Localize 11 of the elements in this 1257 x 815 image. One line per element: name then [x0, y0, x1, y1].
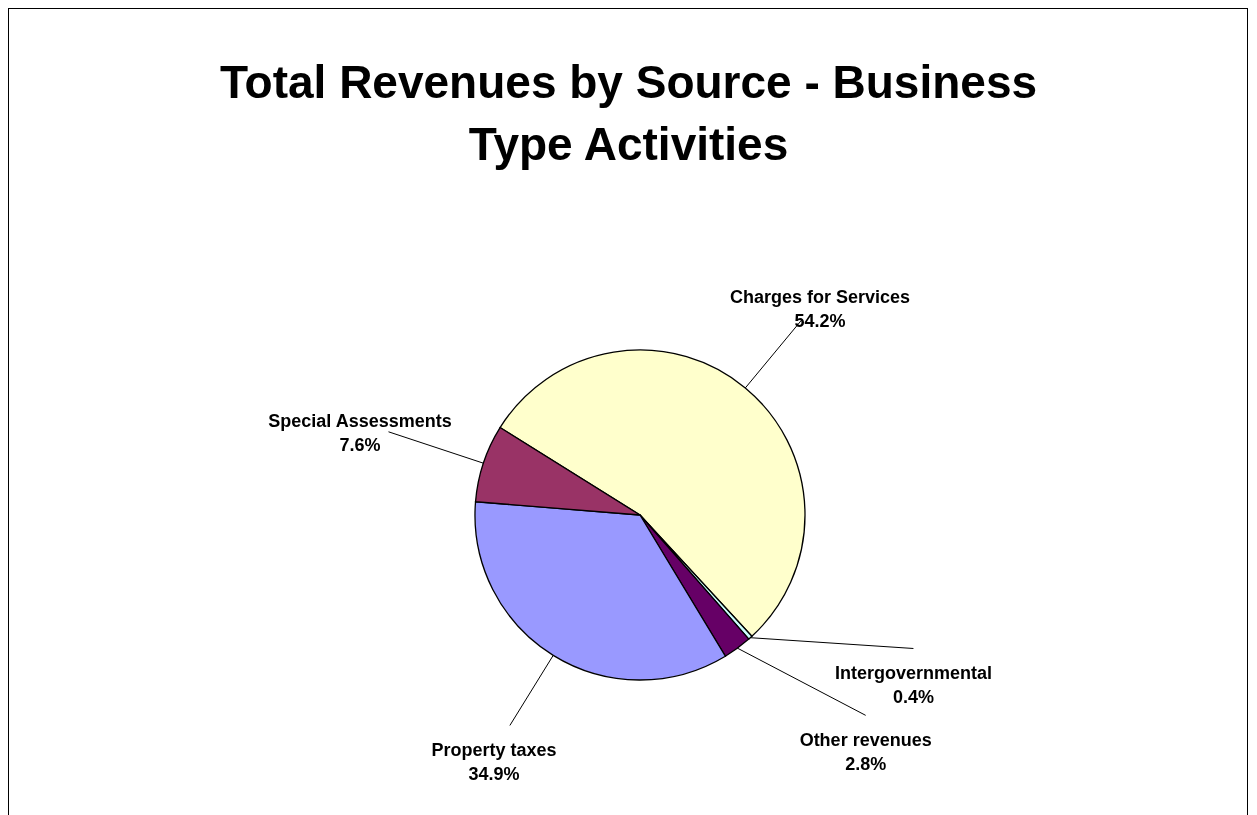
data-label: 0.4%: [892, 687, 934, 708]
data-label: 54.2%: [794, 310, 846, 331]
slice-label: Intergovernmental: [834, 663, 992, 684]
slice-label: Charges for Services: [729, 286, 911, 307]
slice-label: Special Assessments: [268, 411, 452, 432]
data-label: 2.8%: [845, 754, 887, 775]
chart-title: Total Revenues by Source - Business Type Activities: [219, 56, 1038, 170]
data-label: 7.6%: [339, 435, 381, 456]
slice-label: Property taxes: [431, 739, 557, 760]
data-label: 34.9%: [468, 763, 520, 784]
slice-label: Other revenues: [799, 730, 932, 751]
